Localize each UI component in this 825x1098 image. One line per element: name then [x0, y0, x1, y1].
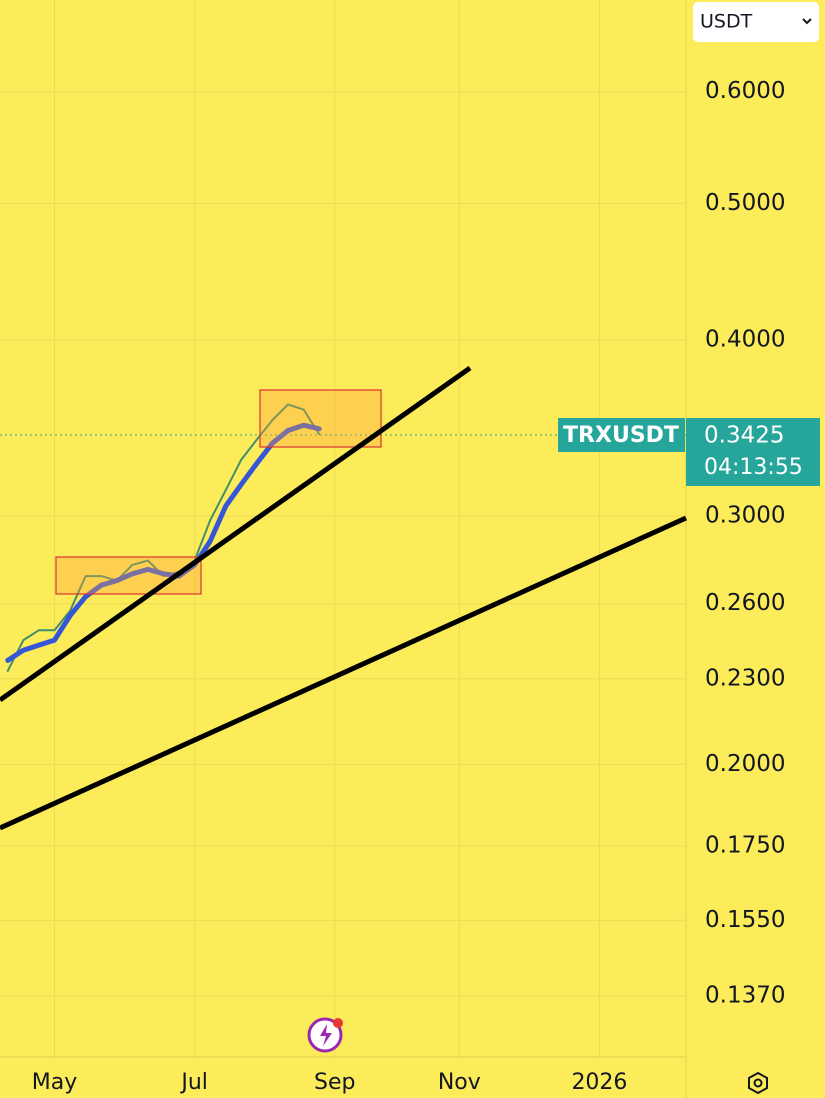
y-tick-label: 0.2300: [705, 665, 785, 691]
y-tick-label: 0.2000: [705, 751, 785, 777]
currency-select[interactable]: USDT: [693, 2, 819, 42]
symbol-label: TRXUSDT: [563, 423, 679, 448]
currency-label[interactable]: USDT: [700, 11, 753, 33]
y-tick-label: 0.2600: [705, 590, 785, 616]
settings-icon[interactable]: [748, 1071, 768, 1095]
currency-box[interactable]: [693, 2, 819, 42]
price-label-box: [686, 417, 820, 486]
y-tick-label: 0.1370: [705, 982, 785, 1008]
x-tick-label: Sep: [314, 1070, 355, 1095]
y-tick-label: 0.6000: [705, 78, 785, 104]
countdown-label: 04:13:55: [704, 455, 803, 480]
icon: [753, 1078, 763, 1088]
symbol-label-box: [558, 417, 685, 452]
y-tick-label: 0.1750: [705, 833, 785, 859]
y-tick-label: 0.4000: [705, 326, 785, 352]
x-tick-label: Jul: [179, 1070, 208, 1095]
x-tick-label: May: [32, 1070, 77, 1095]
range-box: [259, 389, 382, 448]
icon-dot: [333, 1018, 343, 1028]
icon[interactable]: [748, 1071, 768, 1095]
trend-line: [0, 365, 472, 703]
x-tick-label: Nov: [438, 1070, 481, 1095]
x-tick-label: 2026: [571, 1070, 627, 1095]
icon-bolt: [320, 1024, 332, 1046]
moving-average: [5, 422, 322, 663]
grid: [0, 0, 686, 1057]
y-tick-label: 0.3000: [705, 503, 785, 529]
price-label: 0.3425: [704, 422, 784, 448]
y-tick-label: 0.5000: [705, 190, 785, 216]
y-tick-label: 0.1550: [705, 907, 785, 933]
trend-line: [0, 515, 688, 831]
alert-icon[interactable]: [307, 1017, 343, 1053]
dropdown-arrow: [802, 18, 812, 25]
